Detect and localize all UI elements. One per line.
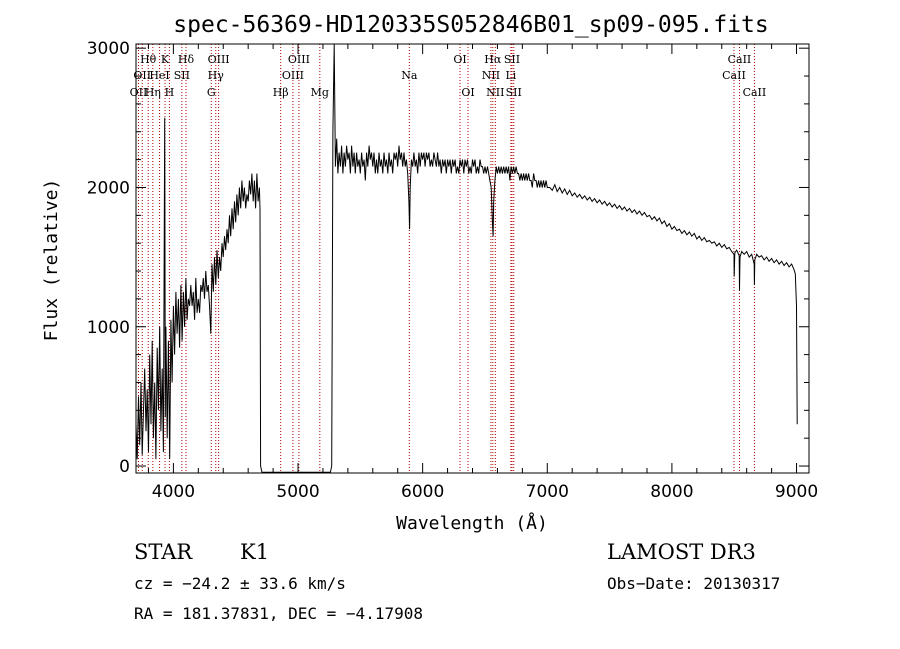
line-label-oii-1: OII (133, 69, 151, 82)
x-tick-label: 4000 (152, 482, 195, 502)
x-tick-label: 9000 (775, 482, 818, 502)
line-label-oi-17: OI (453, 53, 466, 66)
line-label-hα-20: Hα (484, 53, 502, 66)
line-label-oii-0: OII (130, 86, 148, 99)
line-label-caii-25: CaII (722, 69, 746, 82)
chart-title: spec-56369-HD120335S052846B01_sp09-095.f… (173, 12, 768, 38)
y-tick-label: 1000 (87, 318, 130, 338)
x-axis-ticks: 4000 5000 6000 7000 8000 9000 (147, 44, 818, 502)
line-label-g-9: G (207, 86, 216, 99)
line-label-mg-15: Mg (311, 86, 329, 99)
x-tick-label: 8000 (650, 482, 693, 502)
line-label-nii-21: NII (486, 86, 504, 99)
line-label-na-16: Na (401, 69, 418, 82)
spectrum-series-line (135, 43, 798, 473)
survey-name: LAMOST DR3 (607, 540, 756, 564)
line-label-h-6: H (165, 86, 175, 99)
line-label-hβ-12: Hβ (273, 86, 289, 99)
object-class: STAR (134, 540, 193, 564)
line-label-sii-23: SII (504, 53, 520, 66)
line-label-li-22: Li (505, 69, 516, 82)
spectral-line-labels: OII OII Hθ Hη HeI K H SII Hδ G Hγ OIII Hβ OIII OIII Mg N… (130, 53, 767, 99)
line-label-nii-19: NII (482, 69, 500, 82)
line-label-sii-24: SII (506, 86, 522, 99)
line-label-oiii-14: OIII (288, 53, 310, 66)
line-label-caii-27: CaII (743, 86, 767, 99)
y-axis-label: Flux (relative) (41, 179, 62, 342)
observation-date: Obs−Date: 20130317 (607, 574, 780, 593)
y-axis-ticks: 0 1000 2000 3000 (87, 39, 809, 477)
spectral-line-markers (137, 44, 755, 473)
line-label-hη-3: Hη (145, 86, 161, 99)
y-tick-label: 0 (119, 457, 130, 477)
line-label-caii-26: CaII (728, 53, 752, 66)
line-label-hθ-2: Hθ (140, 53, 157, 66)
line-label-hei-4: HeI (149, 69, 169, 82)
redshift-velocity: cz = −24.2 ± 33.6 km/s (134, 574, 346, 593)
plot-frame (135, 43, 810, 474)
line-label-sii-7: SII (174, 69, 190, 82)
line-label-oiii-13: OIII (282, 69, 304, 82)
line-label-oi-18: OI (461, 86, 474, 99)
coordinates: RA = 181.37831, DEC = −4.17908 (134, 604, 423, 623)
x-tick-label: 6000 (401, 482, 444, 502)
line-label-oiii-11: OIII (208, 53, 230, 66)
y-tick-label: 3000 (87, 39, 130, 59)
x-axis-label: Wavelength (Å) (396, 512, 548, 534)
line-label-k-5: K (161, 53, 170, 66)
x-tick-label: 5000 (276, 482, 319, 502)
object-subclass: K1 (240, 540, 269, 564)
line-label-hγ-10: Hγ (208, 69, 225, 82)
x-tick-label: 7000 (526, 482, 569, 502)
y-tick-label: 2000 (87, 178, 130, 198)
line-label-hδ-8: Hδ (178, 53, 195, 66)
